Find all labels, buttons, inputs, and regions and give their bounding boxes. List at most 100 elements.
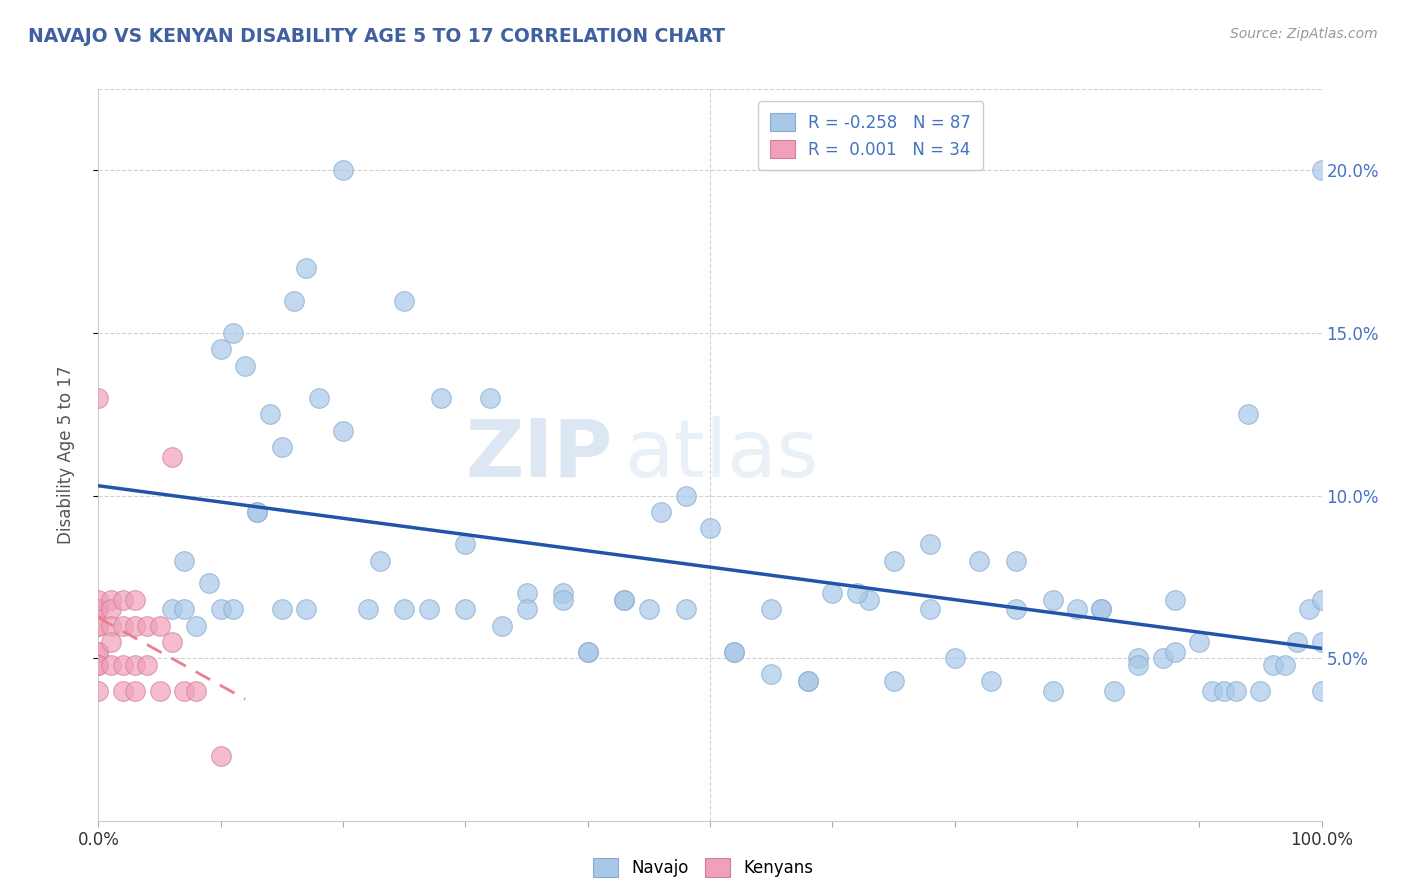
Point [222, 602, 245, 616]
Point [1090, 602, 1112, 616]
Point [368, 553, 391, 567]
Point [613, 592, 636, 607]
Point [1261, 657, 1284, 672]
Text: Source: ZipAtlas.com: Source: ZipAtlas.com [1230, 27, 1378, 41]
Point [173, 602, 195, 616]
Legend: R = -0.258   N = 87, R =  0.001   N = 34: R = -0.258 N = 87, R = 0.001 N = 34 [758, 101, 983, 170]
Point [821, 586, 844, 600]
Point [1090, 602, 1112, 616]
Point [124, 592, 146, 607]
Point [1310, 635, 1333, 649]
Point [87, 391, 110, 405]
Point [136, 618, 159, 632]
Point [797, 673, 820, 688]
Point [283, 293, 305, 308]
Point [1237, 407, 1260, 421]
Point [576, 644, 599, 658]
Point [111, 657, 134, 672]
Point [478, 391, 501, 405]
Point [883, 553, 905, 567]
Point [1310, 592, 1333, 607]
Point [308, 391, 330, 405]
Point [920, 537, 942, 551]
Point [1188, 635, 1211, 649]
Text: ZIP: ZIP [465, 416, 612, 494]
Point [173, 553, 195, 567]
Point [124, 657, 146, 672]
Point [1042, 592, 1064, 607]
Point [1066, 602, 1088, 616]
Point [87, 602, 110, 616]
Point [100, 657, 122, 672]
Point [1201, 683, 1223, 698]
Point [418, 602, 440, 616]
Point [100, 635, 122, 649]
Point [1249, 683, 1271, 698]
Point [270, 440, 294, 454]
Point [1286, 635, 1309, 649]
Text: atlas: atlas [624, 416, 818, 494]
Point [87, 618, 110, 632]
Point [111, 683, 134, 698]
Point [491, 618, 513, 632]
Point [87, 644, 110, 658]
Point [553, 592, 575, 607]
Point [1310, 683, 1333, 698]
Point [920, 602, 942, 616]
Point [87, 657, 110, 672]
Point [1004, 602, 1026, 616]
Point [845, 586, 868, 600]
Point [87, 592, 110, 607]
Point [197, 576, 219, 591]
Point [111, 592, 134, 607]
Point [356, 602, 378, 616]
Point [233, 359, 256, 373]
Point [173, 683, 195, 698]
Point [186, 618, 208, 632]
Point [515, 586, 537, 600]
Point [100, 592, 122, 607]
Point [943, 651, 966, 665]
Point [222, 326, 245, 340]
Point [259, 407, 281, 421]
Point [87, 683, 110, 698]
Point [454, 537, 477, 551]
Point [209, 602, 232, 616]
Point [613, 592, 636, 607]
Point [295, 260, 318, 275]
Point [87, 657, 110, 672]
Point [1225, 683, 1247, 698]
Point [1042, 683, 1064, 698]
Point [1004, 553, 1026, 567]
Point [100, 602, 122, 616]
Point [149, 683, 172, 698]
Point [1212, 683, 1234, 698]
Point [1274, 657, 1296, 672]
Point [295, 602, 318, 616]
Point [1152, 651, 1174, 665]
Point [87, 618, 110, 632]
Point [1310, 163, 1333, 178]
Point [160, 635, 183, 649]
Point [515, 602, 537, 616]
Point [124, 618, 146, 632]
Point [1102, 683, 1125, 698]
Y-axis label: Disability Age 5 to 17: Disability Age 5 to 17 [56, 366, 75, 544]
Legend: Navajo, Kenyans: Navajo, Kenyans [586, 852, 820, 884]
Point [761, 602, 783, 616]
Text: NAVAJO VS KENYAN DISABILITY AGE 5 TO 17 CORRELATION CHART: NAVAJO VS KENYAN DISABILITY AGE 5 TO 17 … [28, 27, 725, 45]
Point [149, 618, 172, 632]
Point [332, 163, 354, 178]
Point [1164, 644, 1187, 658]
Point [111, 618, 134, 632]
Point [454, 602, 477, 616]
Point [124, 683, 146, 698]
Point [1128, 657, 1150, 672]
Point [246, 505, 269, 519]
Point [723, 644, 745, 658]
Point [1128, 651, 1150, 665]
Point [246, 505, 269, 519]
Point [160, 602, 183, 616]
Point [100, 618, 122, 632]
Point [160, 450, 183, 464]
